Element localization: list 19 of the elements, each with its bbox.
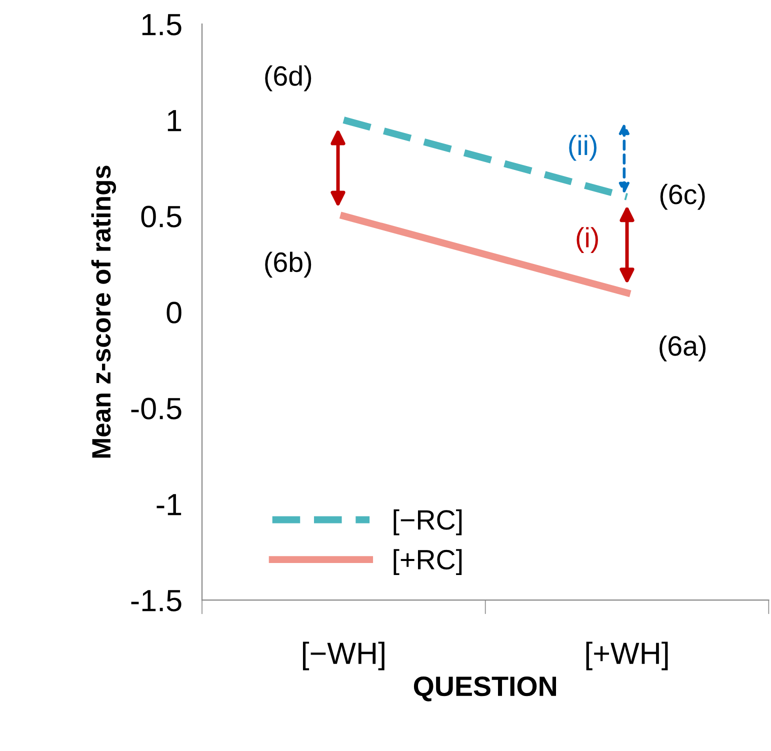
y-tick-label: 1: [168, 110, 182, 132]
y-tick-label: 0.5: [141, 206, 182, 228]
annotation: (ii): [569, 134, 597, 161]
y-tick-label: 1.5: [142, 14, 182, 36]
y-tick-label: -1: [156, 494, 182, 516]
annotation: (6b): [265, 252, 312, 278]
y-tick-label: -1.5: [131, 590, 182, 612]
legend-label: [−RC]: [394, 509, 462, 536]
annotation: (6a): [660, 335, 706, 362]
annotation: (6d): [265, 65, 312, 92]
annotation: (6c): [660, 184, 705, 210]
x-tick-label: [−WH]: [302, 642, 384, 670]
y-tick-label: -0.5: [131, 398, 182, 420]
x-axis-title: QUESTION: [414, 676, 556, 702]
y-axis-title: Mean z-score of ratings: [91, 166, 116, 458]
legend-label: [+RC]: [394, 549, 462, 576]
x-tick-label: [+WH]: [586, 642, 668, 670]
annotation: (i): [576, 227, 598, 253]
y-tick-label: 0: [166, 302, 182, 324]
